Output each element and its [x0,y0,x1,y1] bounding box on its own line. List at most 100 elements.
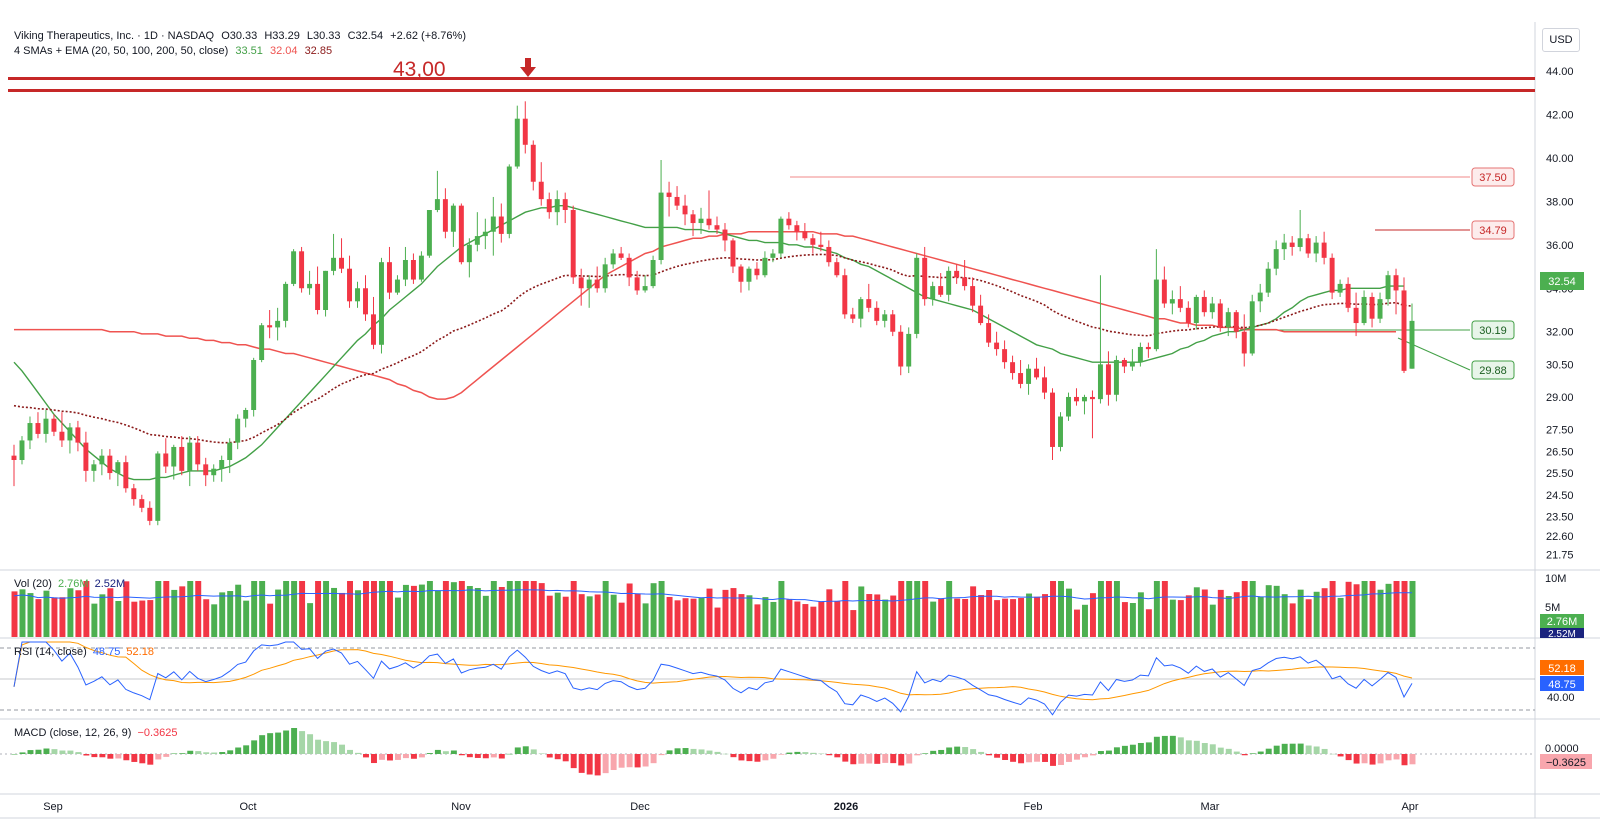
volume-bar [1201,589,1208,637]
candle-body [482,231,488,237]
macd-bar [1289,743,1296,754]
macd-bar [610,754,617,771]
time-tick-label: Oct [239,801,256,813]
macd-bar [642,754,649,767]
macd-bar [1409,754,1416,765]
macd-bar [315,739,322,754]
candle-body [634,277,640,291]
level-tag-3750: 37.50 [1471,167,1515,187]
volume-bar [1209,604,1216,637]
macd-bar [19,752,26,754]
macd-legend[interactable]: MACD (close, 12, 26, 9) −0.3625 [14,727,181,739]
candle-body [618,253,624,258]
candle-body [546,199,552,213]
volume-bar [1113,581,1120,637]
indicator-legend[interactable]: 4 SMAs + EMA (20, 50, 100, 200, 50, clos… [14,45,336,57]
candle-body [762,257,768,276]
volume-title: Vol (20) [14,578,52,590]
candle-body [410,260,416,280]
volume-bar [59,597,66,637]
macd-bar [498,754,505,759]
candle-body [818,244,824,247]
candle-body [626,257,632,278]
volume-bar [410,585,417,637]
volume-bar [858,586,865,637]
macd-bar [666,750,673,754]
candle-body [331,257,337,271]
volume-bar [1105,581,1112,637]
volume-bar [850,610,857,637]
candle-body [67,427,73,441]
time-axis[interactable]: Sep Oct Nov Dec 2026 Feb Mar Apr [43,801,1419,813]
macd-bar [1257,751,1264,754]
candle-body [1058,416,1063,447]
macd-bar [538,753,545,754]
volume-bar [810,606,817,637]
candle-body [1177,299,1183,308]
volume-bar [1369,581,1376,637]
macd-bar [898,754,905,766]
currency-button[interactable]: USD [1542,28,1580,52]
sma50-value: 32.04 [269,45,298,57]
volume-bar [1034,596,1041,637]
macd-bar [1321,748,1328,754]
candle-body [1297,238,1303,247]
vol-value-tag: 2.76M 2.52M [1540,614,1584,640]
volume-bar [1385,583,1392,637]
macd-bar [1034,754,1041,762]
macd-bar [1010,754,1017,762]
macd-bar [339,744,346,754]
volume-bar [898,581,905,637]
candle-body [1313,242,1319,254]
candle-body [994,342,1000,350]
candle-body [1401,290,1407,371]
volume-bar [1329,581,1336,637]
candle-body [698,218,704,224]
volume-bar [706,588,713,637]
macd-bar [1129,744,1136,754]
macd-bar [1193,740,1200,754]
candle-body [738,266,744,282]
volume-bar [307,603,314,637]
symbol-title: Viking Therapeutics, Inc. · 1D · NASDAQ [14,30,215,42]
rsi-legend[interactable]: RSI (14, close) 48.75 52.18 [14,646,157,658]
candle-body [1145,346,1151,350]
candle-body [730,240,736,267]
svg-text:52.18: 52.18 [1548,663,1576,675]
ema50-line [13,253,1413,444]
volume-bar [602,581,609,637]
macd-bar [658,754,665,756]
candle-body [107,455,113,474]
volume-bar [99,594,106,637]
svg-text:2.76M: 2.76M [1547,616,1578,628]
volume-bar [458,581,465,637]
volume-bar [890,595,897,637]
candle-body [11,455,17,460]
volume-legend[interactable]: Vol (20) 2.76M 2.52M [14,578,128,590]
volume-bar [1129,603,1136,637]
time-tick-label: Sep [43,801,63,813]
candle-body [434,199,440,210]
candle-body [1345,283,1351,308]
volume-bar [986,590,993,637]
volume-bar [450,582,457,637]
volume-bar [690,598,697,637]
candle-body [890,314,896,332]
macd-bar [331,742,338,754]
macd-bar [410,754,417,759]
candle-body [323,270,329,310]
candle-body [147,507,153,521]
volume-bar [978,595,985,637]
macd-bar [171,753,178,754]
volume-bar [786,599,793,637]
candle-body [858,299,864,319]
svg-text:37.50: 37.50 [1479,172,1507,184]
macd-bar [35,749,42,754]
macd-bar [986,754,993,756]
macd-bar [426,753,433,754]
macd-bar [930,750,937,754]
candle-body [131,488,137,500]
price-axis[interactable]: 44.0042.0040.0038.0036.0034.0032.0030.50… [1546,66,1574,562]
volume-bar [251,581,258,637]
